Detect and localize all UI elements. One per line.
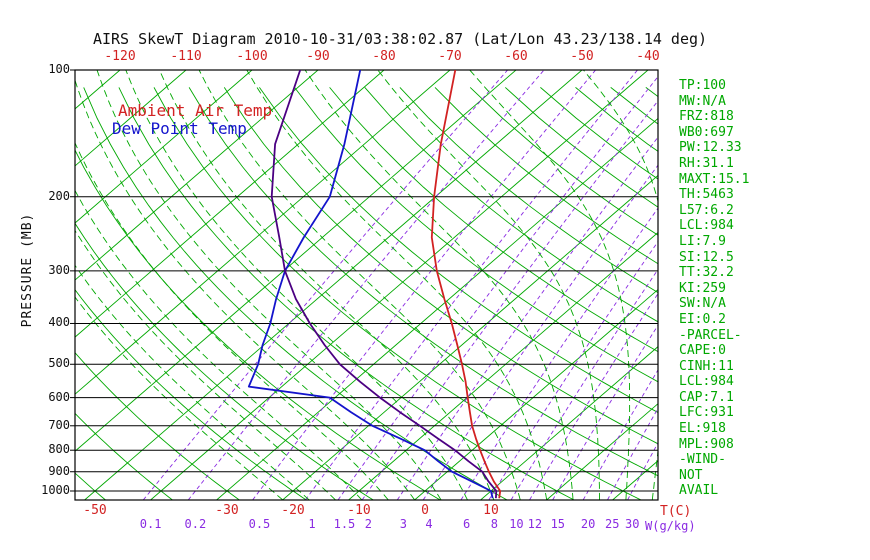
stat-line: CAP:7.1 xyxy=(679,389,734,405)
stat-line: SW:N/A xyxy=(679,296,726,312)
top-temp-tick: -90 xyxy=(306,49,330,64)
bottom-temp-tick: -50 xyxy=(83,503,107,518)
pressure-tick: 300 xyxy=(48,262,70,277)
bottom-temp-tick: 10 xyxy=(483,503,499,518)
mixing-ratio-tick: 15 xyxy=(550,517,566,531)
pressure-lines xyxy=(70,69,658,492)
stat-line: -WIND- xyxy=(679,452,726,468)
mixing-ratio-tick: 30 xyxy=(625,517,640,531)
mixing-ratio-tick: 0.5 xyxy=(248,517,271,531)
mixing-ratio-tick: 1.5 xyxy=(333,517,356,531)
top-temp-tick: -80 xyxy=(372,49,396,64)
stat-line: KI:259 xyxy=(679,280,726,296)
stat-line: SI:12.5 xyxy=(679,249,734,265)
top-temp-tick: -40 xyxy=(636,49,660,64)
pressure-tick: 200 xyxy=(48,188,70,203)
chart-title: AIRS SkewT Diagram 2010-10-31/03:38:02.8… xyxy=(92,30,708,48)
stat-line: CINH:11 xyxy=(679,358,734,374)
pressure-tick: 500 xyxy=(48,356,70,371)
stat-line: MAXT:15.1 xyxy=(679,171,750,187)
mixing-ratio-tick: 2 xyxy=(364,517,372,531)
stat-line: LCL:984 xyxy=(679,374,734,390)
ambient-air-temp-curve xyxy=(430,70,502,499)
top-temp-tick: -50 xyxy=(570,49,594,64)
wet-bulb-temp-curve xyxy=(270,70,498,499)
stat-line: TT:32.2 xyxy=(679,265,734,281)
legend-dew-point-temp: Dew Point Temp xyxy=(112,119,247,138)
stat-line: MPL:908 xyxy=(679,436,734,452)
pressure-tick: 800 xyxy=(48,442,70,457)
profile-curves xyxy=(247,70,502,499)
mixing-ratio-tick: 3 xyxy=(399,517,407,531)
stat-line: FRZ:818 xyxy=(679,109,734,125)
stat-line: RH:31.1 xyxy=(679,155,734,171)
pressure-tick: 700 xyxy=(48,417,70,432)
top-temp-tick: -110 xyxy=(170,49,202,64)
top-temp-tick: -100 xyxy=(236,49,268,64)
pressure-tick: 1000 xyxy=(41,483,70,497)
legend-ambient-air-temp: Ambient Air Temp xyxy=(118,101,273,120)
dew-point-temp-curve xyxy=(247,70,494,499)
top-temp-tick: -60 xyxy=(504,49,528,64)
mixing-ratio-tick: 8 xyxy=(490,517,498,531)
stat-line: LCL:984 xyxy=(679,218,734,234)
stat-line: EL:918 xyxy=(679,421,726,437)
mixing-ratio-tick: 25 xyxy=(605,517,620,531)
stat-line: LFC:931 xyxy=(679,405,734,421)
stat-line: MW:N/A xyxy=(679,93,726,109)
stats-panel: TP:100 MW:N/A FRZ:818 WB0:697 PW:12.33 RH:31.… xyxy=(679,78,749,499)
top-temp-tick: -70 xyxy=(438,49,462,64)
top-temp-tick: -120 xyxy=(104,49,136,64)
mixing-ratio-tick: 6 xyxy=(463,517,471,531)
pressure-tick: 100 xyxy=(48,62,70,76)
pressure-axis-label: PRESSURE (MB) xyxy=(20,212,35,328)
pressure-tick: 900 xyxy=(48,463,70,478)
bottom-temp-tick: -10 xyxy=(347,503,371,518)
stat-line: TP:100 xyxy=(679,78,726,93)
bottom-temp-tick: -20 xyxy=(281,503,305,518)
mixing-ratio-tick: 20 xyxy=(580,517,596,531)
stat-line: -PARCEL- xyxy=(679,327,742,343)
mixing-ratio-grid xyxy=(142,70,658,500)
pressure-tick: 400 xyxy=(48,315,70,330)
bottom-temp-tick: -30 xyxy=(215,503,239,518)
mixing-unit-label: W(g/kg) xyxy=(645,519,696,533)
mixing-ratio-tick: 10 xyxy=(509,517,524,531)
stat-line: EI:0.2 xyxy=(679,311,726,327)
stat-line: L57:6.2 xyxy=(679,202,734,218)
moist-adiabat-grid xyxy=(75,70,658,500)
temp-unit-label: T(C) xyxy=(660,504,692,519)
stat-line: LI:7.9 xyxy=(679,233,726,249)
mixing-ratio-tick: 0.2 xyxy=(184,517,207,531)
mixing-ratio-tick: 1 xyxy=(308,517,316,531)
stat-line: PW:12.33 xyxy=(679,140,742,156)
bottom-temp-tick: 0 xyxy=(421,503,429,518)
pressure-tick: 600 xyxy=(48,389,70,404)
plot-frame xyxy=(74,69,659,501)
stat-line: AVAIL xyxy=(679,483,719,499)
mixing-ratio-tick: 0.1 xyxy=(139,517,162,531)
stat-line: CAPE:0 xyxy=(679,343,726,359)
mixing-ratio-tick: 4 xyxy=(425,517,433,531)
stat-line: WB0:697 xyxy=(679,124,734,140)
stat-line: TH:5463 xyxy=(679,187,734,203)
stat-line: NOT xyxy=(679,467,703,483)
mixing-ratio-tick: 12 xyxy=(527,517,543,531)
